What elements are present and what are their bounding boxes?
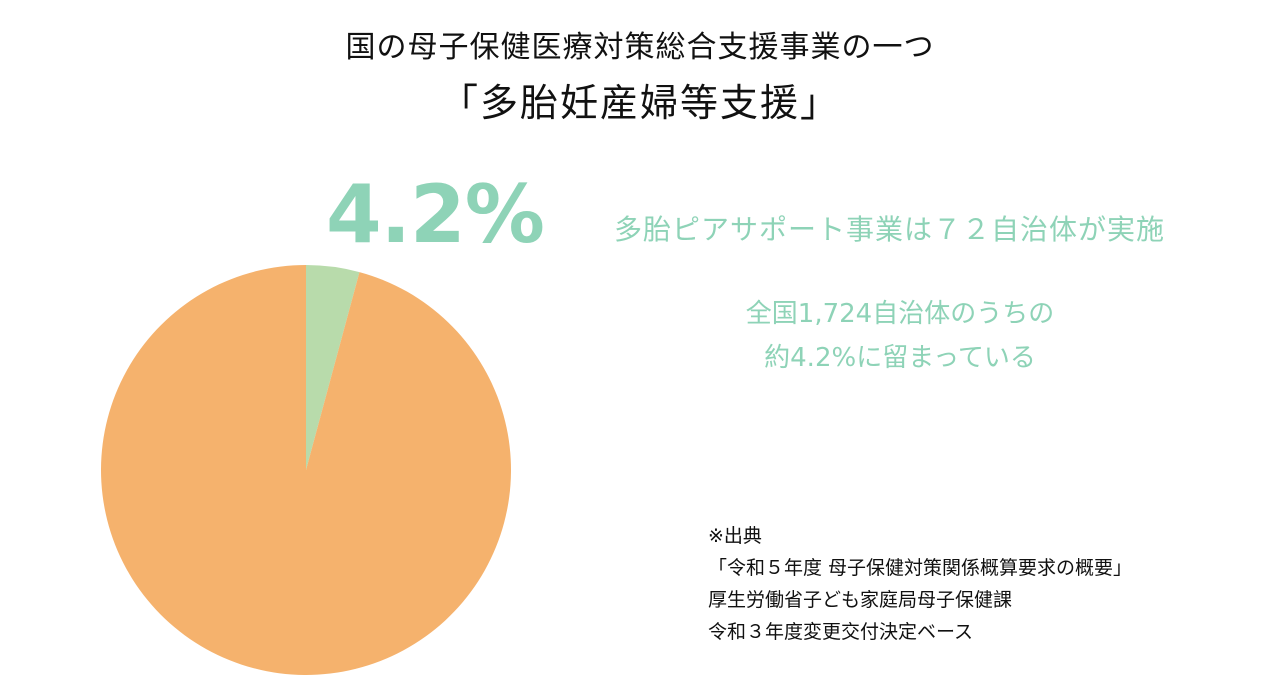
source-ministry: 厚生労働省子ども家庭局母子保健課 [708, 589, 1013, 611]
note-ratio-line2: 約4.2%に留まっている [764, 343, 1036, 373]
note-ratio: 全国1,724自治体のうちの 約4.2%に留まっている [680, 292, 1120, 380]
page-title-line2: 「多胎妊産婦等支援」 [439, 81, 840, 125]
source-basis: 令和３年度変更交付決定ベース [708, 621, 974, 643]
highlight-percent: 4.2% [326, 168, 545, 261]
note-ratio-line1: 全国1,724自治体のうちの [745, 299, 1055, 329]
note-implementation: 多胎ピアサポート事業は７２自治体が実施 [614, 213, 1166, 246]
pie-slice-0 [306, 265, 360, 470]
source-heading: ※出典 [708, 525, 762, 547]
page-title-line1: 国の母子保健医療対策総合支援事業の一つ [345, 30, 935, 65]
source-block: ※出典 「令和５年度 母子保健対策関係概算要求の概要」 厚生労働省子ども家庭局母… [708, 520, 1132, 648]
source-document: 「令和５年度 母子保健対策関係概算要求の概要」 [708, 557, 1133, 579]
pie-slice-1 [100, 265, 511, 675]
